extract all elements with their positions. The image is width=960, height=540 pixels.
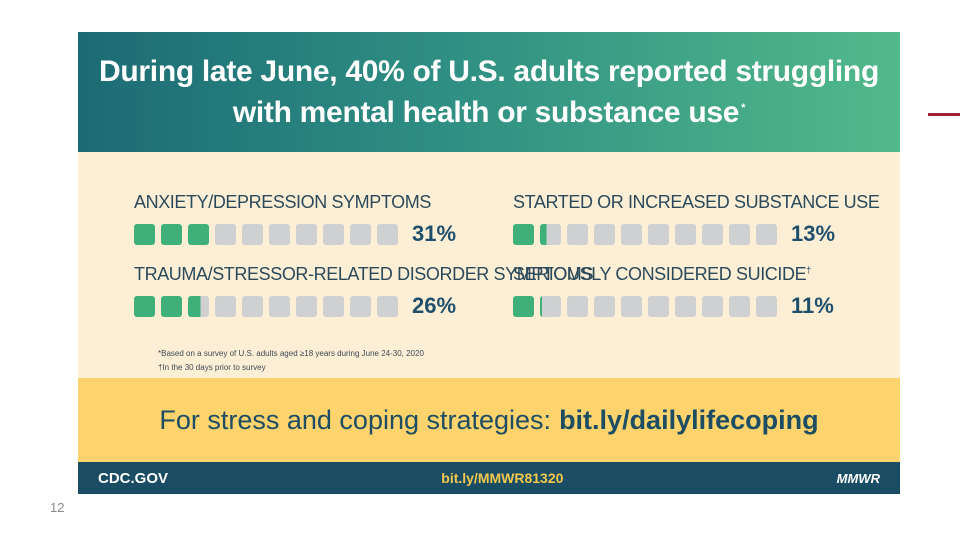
bar-block bbox=[513, 223, 534, 245]
bar-block bbox=[161, 295, 182, 317]
bar-block bbox=[188, 295, 209, 317]
footnote-30-days: †In the 30 days prior to survey bbox=[158, 363, 266, 372]
bar-block bbox=[323, 295, 344, 317]
footer-cdc-link[interactable]: CDC.GOV bbox=[98, 469, 169, 487]
bar-block bbox=[350, 223, 371, 245]
infographic-footer: CDC.GOV bit.ly/MMWR81320 MMWR bbox=[78, 462, 900, 494]
coping-strategies-banner: For stress and coping strategies: bit.ly… bbox=[78, 378, 900, 462]
title-footnote-mark: * bbox=[741, 101, 746, 114]
stat-anxiety-depression: ANXIETY/DEPRESSION SYMPTOMS 31% bbox=[134, 192, 456, 247]
bar-block bbox=[350, 295, 371, 317]
stats-panel: ANXIETY/DEPRESSION SYMPTOMS 31% STARTED … bbox=[78, 152, 900, 378]
slide-accent-line bbox=[928, 113, 960, 116]
bar-block bbox=[188, 223, 209, 245]
bar-block bbox=[594, 223, 615, 245]
title-line-1: During late June, 40% of U.S. adults rep… bbox=[99, 54, 879, 88]
slide-number: 12 bbox=[50, 500, 65, 515]
bar-block bbox=[648, 223, 669, 245]
stat-percent: 11% bbox=[791, 293, 834, 318]
bar-block bbox=[296, 295, 317, 317]
bar-block bbox=[296, 223, 317, 245]
bar-block bbox=[567, 295, 588, 317]
footnote-survey: *Based on a survey of U.S. adults aged ≥… bbox=[158, 349, 424, 358]
cta-link[interactable]: bit.ly/dailylifecoping bbox=[559, 404, 819, 435]
stat-label: STARTED OR INCREASED SUBSTANCE USE bbox=[513, 192, 880, 212]
cta-text: For stress and coping strategies: bbox=[159, 404, 552, 435]
stat-considered-suicide: SERIOUSLY CONSIDERED SUICIDE† 11% bbox=[513, 264, 834, 319]
bar-block bbox=[540, 223, 561, 245]
bar-block bbox=[621, 295, 642, 317]
bar-block bbox=[594, 295, 615, 317]
bar-block bbox=[377, 223, 398, 245]
bar-block bbox=[621, 223, 642, 245]
stat-substance-use: STARTED OR INCREASED SUBSTANCE USE 13% bbox=[513, 192, 880, 247]
stat-bar bbox=[513, 223, 777, 245]
stat-bar bbox=[513, 295, 777, 317]
bar-block bbox=[702, 223, 723, 245]
bar-block bbox=[269, 295, 290, 317]
bar-block bbox=[567, 223, 588, 245]
stat-bar bbox=[134, 223, 398, 245]
stat-label: SERIOUSLY CONSIDERED SUICIDE bbox=[513, 264, 807, 284]
bar-block bbox=[134, 223, 155, 245]
stat-label: TRAUMA/STRESSOR-RELATED DISORDER SYMPTOM… bbox=[134, 264, 593, 284]
bar-block bbox=[377, 295, 398, 317]
bar-block bbox=[540, 295, 561, 317]
bar-block bbox=[675, 223, 696, 245]
bar-block bbox=[513, 295, 534, 317]
stat-label: ANXIETY/DEPRESSION SYMPTOMS bbox=[134, 192, 431, 212]
bar-block bbox=[215, 295, 236, 317]
stat-mark: † bbox=[806, 265, 811, 275]
bar-block bbox=[648, 295, 669, 317]
title-line-2: with mental health or substance use bbox=[232, 95, 740, 129]
bar-block bbox=[242, 223, 263, 245]
bar-block bbox=[269, 223, 290, 245]
bar-block bbox=[161, 223, 182, 245]
bar-block bbox=[729, 295, 750, 317]
bar-block bbox=[242, 295, 263, 317]
stat-percent: 13% bbox=[791, 221, 836, 246]
mmwr-logo: MMWR bbox=[836, 470, 880, 486]
infographic-header: During late June, 40% of U.S. adults rep… bbox=[78, 32, 900, 152]
bar-block bbox=[134, 295, 155, 317]
title-line-2-wrap: with mental health or substance use * bbox=[232, 90, 746, 131]
bar-block bbox=[675, 295, 696, 317]
bar-block bbox=[215, 223, 236, 245]
footer-mmwr-link[interactable]: bit.ly/MMWR81320 bbox=[441, 470, 564, 486]
bar-block bbox=[702, 295, 723, 317]
stat-trauma-stressor: TRAUMA/STRESSOR-RELATED DISORDER SYMPTOM… bbox=[134, 264, 593, 319]
footnotes: *Based on a survey of U.S. adults aged ≥… bbox=[158, 347, 424, 375]
bar-block bbox=[729, 223, 750, 245]
stat-bar bbox=[134, 295, 398, 317]
bar-block bbox=[323, 223, 344, 245]
stat-percent: 26% bbox=[412, 293, 457, 318]
mental-health-infographic: During late June, 40% of U.S. adults rep… bbox=[78, 32, 900, 494]
stat-percent: 31% bbox=[412, 221, 457, 246]
bar-block bbox=[756, 223, 777, 245]
bar-block bbox=[756, 295, 777, 317]
